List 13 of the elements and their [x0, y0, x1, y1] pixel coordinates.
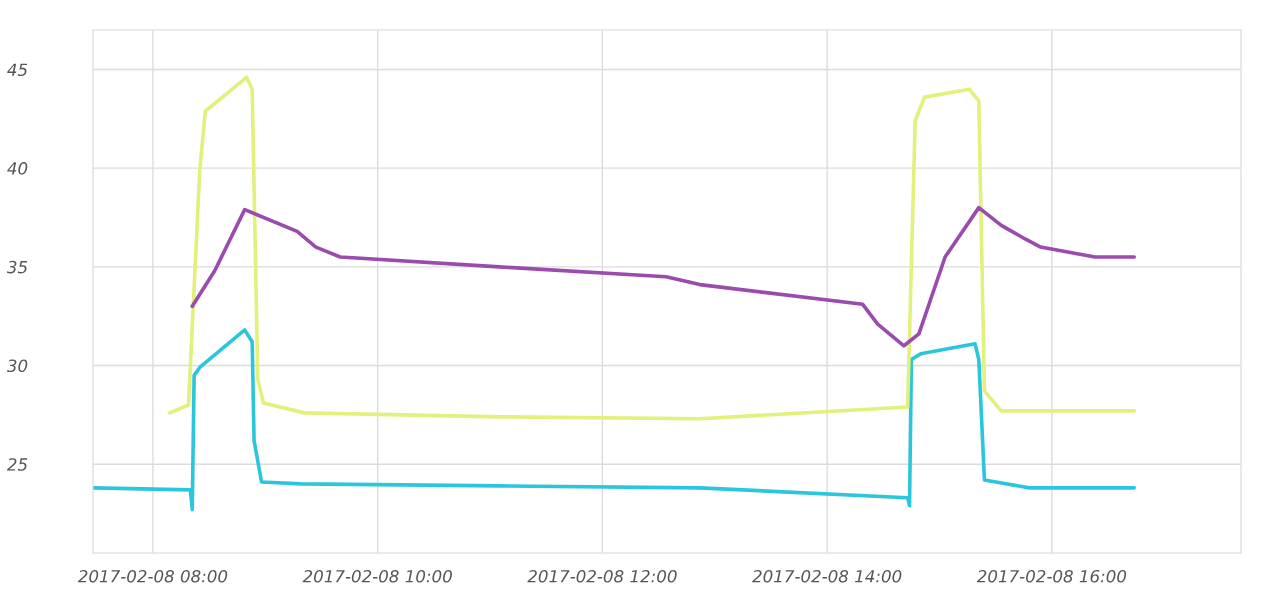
x-tick-label: 2017-02-08 14:00 — [752, 569, 902, 583]
line-series — [93, 328, 1137, 512]
x-tick-label: 2017-02-08 12:00 — [527, 569, 677, 583]
y-tick-label: 35 — [6, 260, 28, 274]
x-tick-label: 2017-02-08 16:00 — [976, 569, 1127, 583]
y-tick-label: 45 — [7, 63, 28, 77]
x-tick-label: 2017-02-08 08:00 — [77, 569, 228, 583]
y-tick-label: 30 — [6, 359, 28, 373]
y-tick-label: 25 — [6, 458, 28, 471]
y-tick-label: 40 — [7, 162, 28, 175]
line-series — [190, 205, 1137, 348]
line-series — [167, 75, 1137, 421]
x-tick-label: 2017-02-08 10:00 — [302, 569, 452, 583]
